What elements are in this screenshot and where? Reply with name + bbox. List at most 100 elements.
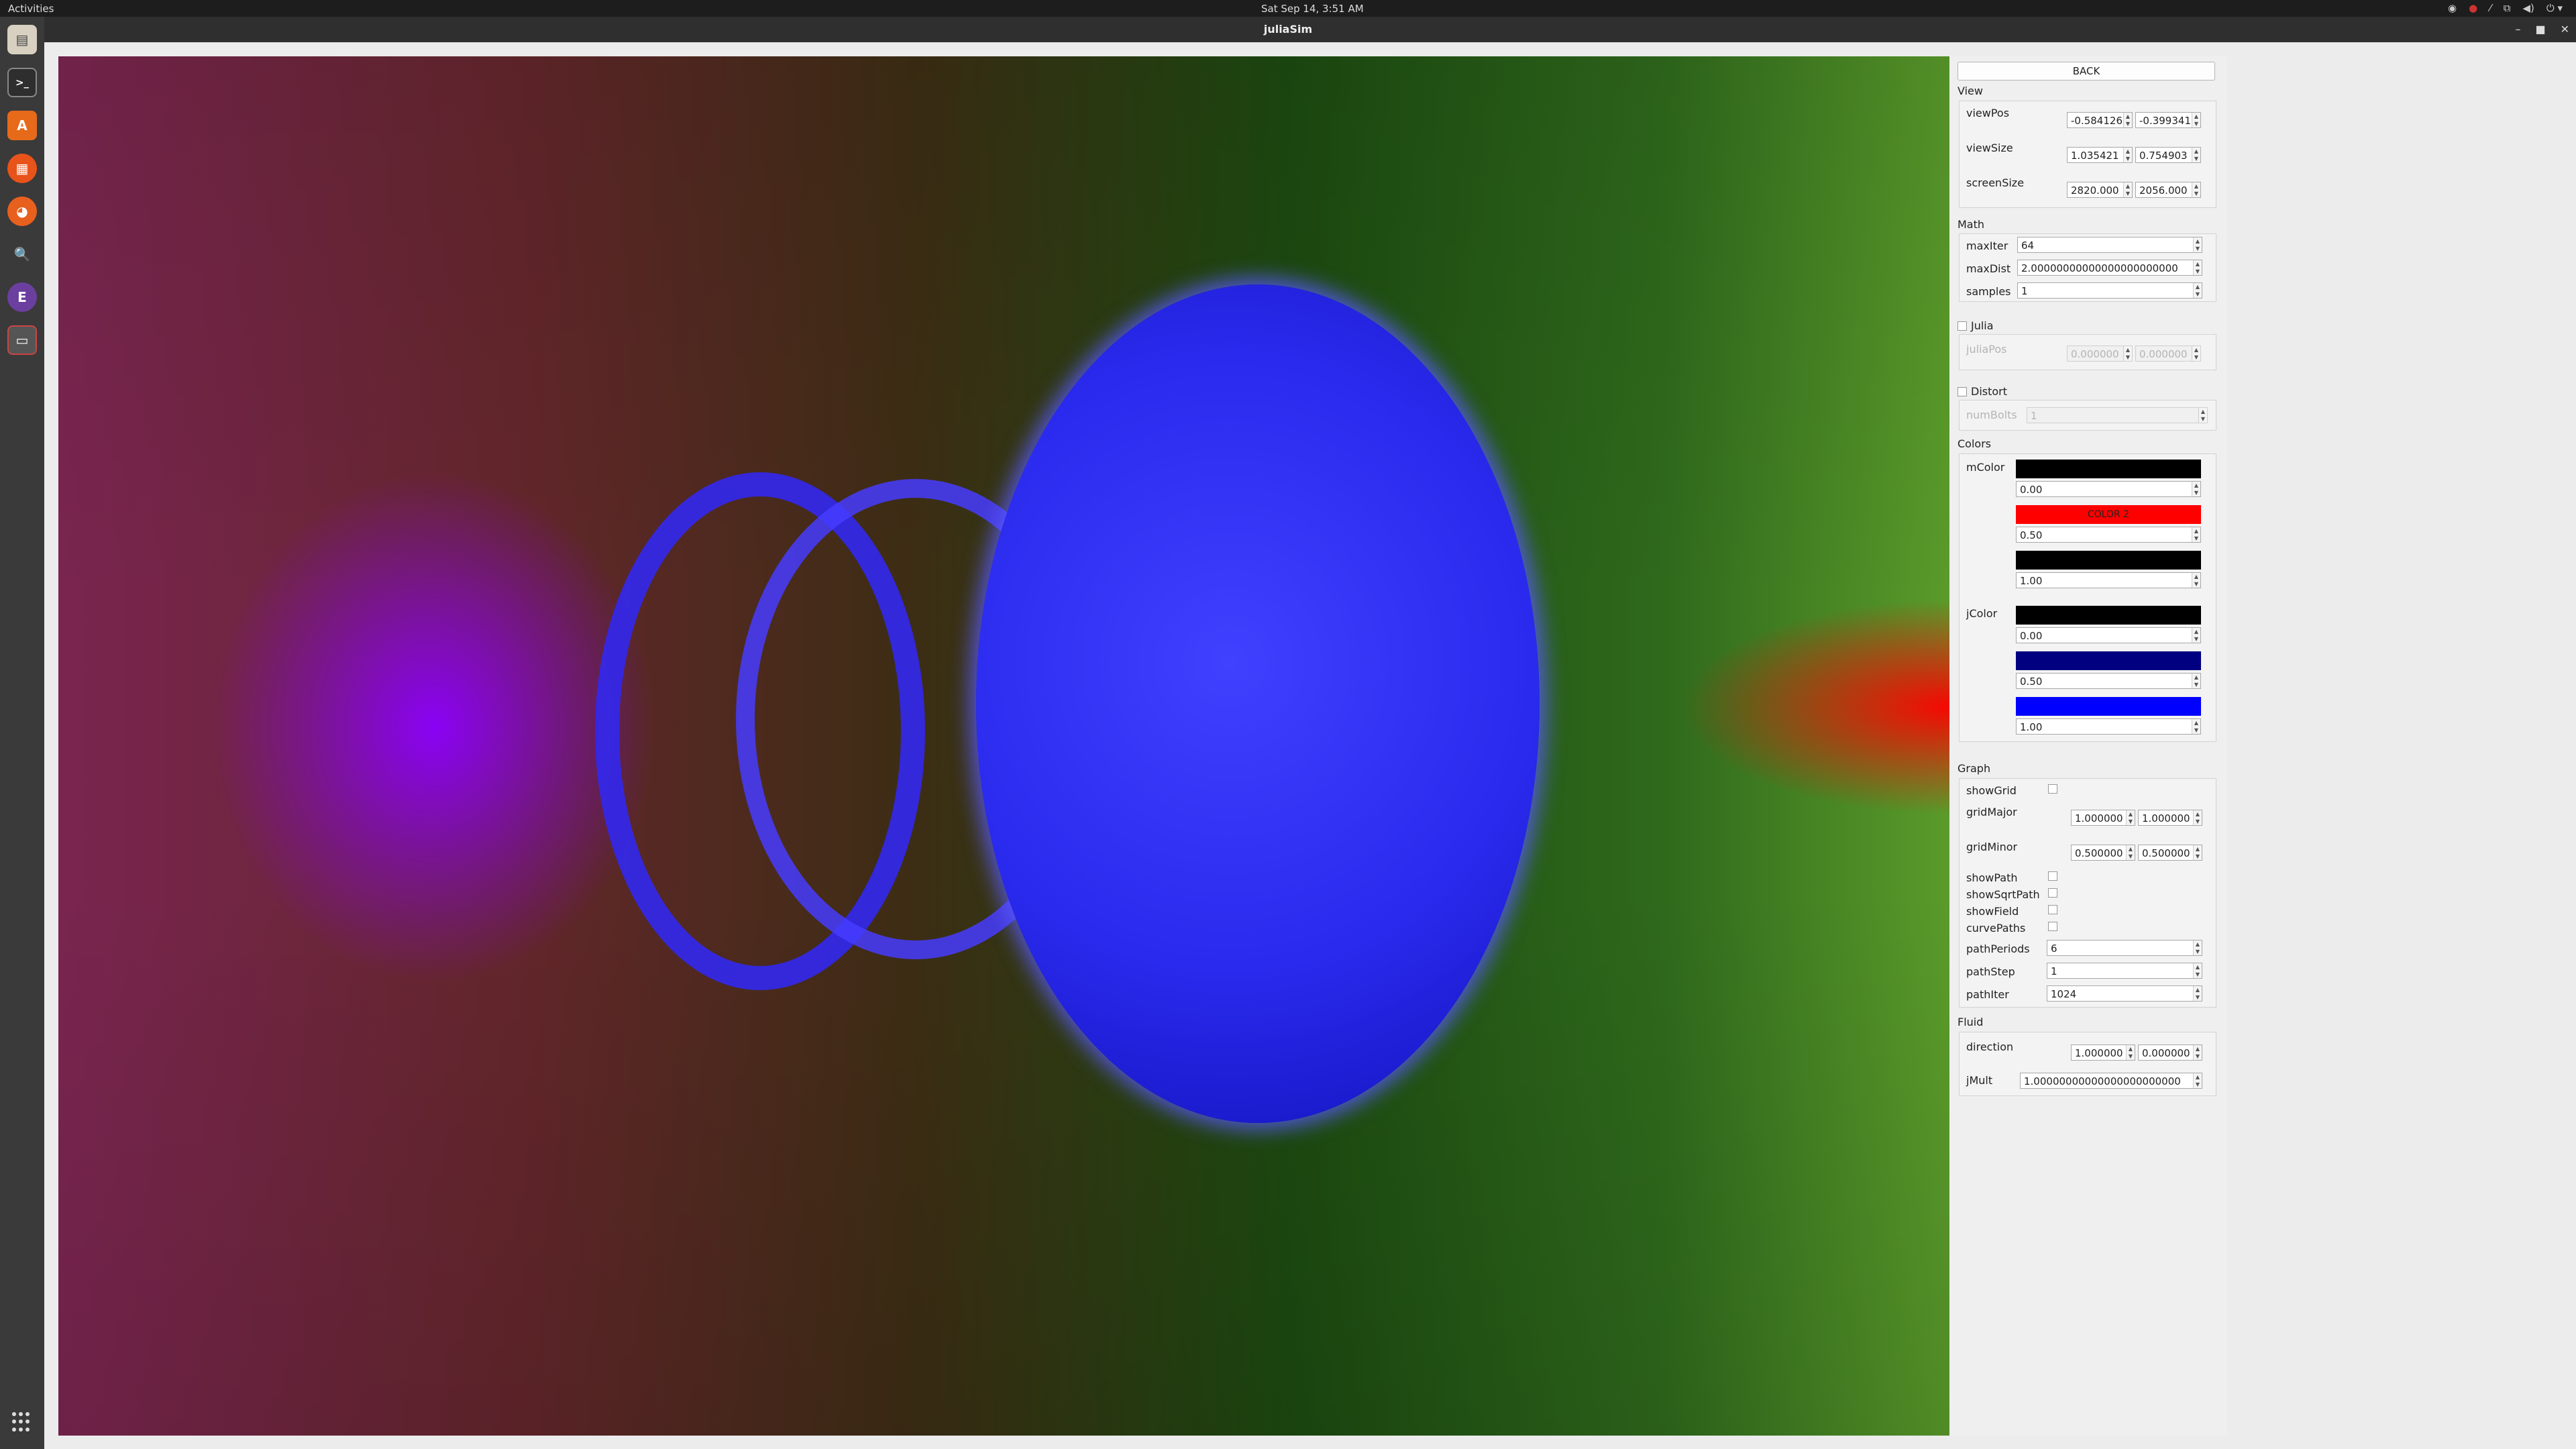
firefox-icon[interactable]: ◕ [7, 197, 37, 226]
back-button[interactable]: BACK [1957, 62, 2215, 80]
direction-label: direction [1966, 1040, 2014, 1053]
julia-checkbox[interactable] [1957, 321, 1967, 331]
samples-input[interactable]: 1 ▲ ▼ [2017, 282, 2202, 299]
viewsize-x-input[interactable]: 1.035421 ▲ ▼ [2067, 147, 2133, 163]
maxiter-label: maxIter [1966, 239, 2008, 252]
activities-button[interactable]: Activities [8, 3, 54, 15]
showgrid-checkbox[interactable] [2048, 784, 2057, 794]
close-icon[interactable]: ✕ [2560, 23, 2569, 36]
pathiter-input[interactable]: 1024 ▲ ▼ [2047, 985, 2202, 1002]
mcolor-label: mColor [1966, 461, 2005, 474]
samples-label: samples [1966, 285, 2011, 298]
simulation-canvas[interactable] [58, 56, 1950, 1436]
window-controls: – ■ ✕ [2515, 23, 2569, 36]
dock: ▤ >_ A ▦ ◕ 🔍 E ▭ [0, 17, 44, 1449]
showsqrtpath-label: showSqrtPath [1966, 888, 2040, 901]
screensize-y-input[interactable]: 2056.000 ▲ ▼ [2135, 182, 2201, 198]
showfield-label: showField [1966, 905, 2019, 918]
files-icon[interactable]: ▤ [7, 25, 37, 54]
search-icon[interactable]: 🔍 [7, 239, 37, 269]
colors-group: mColor 0.00 ▲ ▼ COLOR 2 0.50 ▲ ▼ 1.00 ▲ ▼ jCol… [1959, 453, 2216, 742]
jcolor-stop-2-swatch[interactable] [2016, 651, 2201, 670]
curvepaths-checkbox[interactable] [2048, 922, 2057, 931]
gridmajor-x-input[interactable]: 1.000000 ▲ ▼ [2071, 810, 2135, 826]
screensize-label: screenSize [1966, 176, 2025, 189]
jcolor-label: jColor [1966, 607, 1998, 620]
mcolor-stop-2-value[interactable]: 0.50 ▲ ▼ [2016, 527, 2201, 543]
gridminor-y-input[interactable]: 0.500000 ▲ ▼ [2138, 845, 2202, 861]
control-panel: BACK View viewPos -0.584126 ▲ ▼ -0.399341 ▲… [1949, 56, 2227, 1436]
viewpos-label: viewPos [1966, 107, 2010, 119]
jmult-label: jMult [1966, 1074, 1993, 1087]
mcolor-stop-3-swatch[interactable] [2016, 551, 2201, 570]
juliapos-y-input[interactable]: 0.000000 ▲ ▼ [2135, 345, 2201, 362]
maxdist-input[interactable]: 2.00000000000000000000000 ▲ ▼ [2017, 260, 2202, 276]
minimize-icon[interactable]: – [2515, 23, 2521, 36]
gridmajor-y-input[interactable]: 1.000000 ▲ ▼ [2138, 810, 2202, 826]
maxdist-label: maxDist [1966, 262, 2011, 275]
pathiter-label: pathIter [1966, 988, 2009, 1001]
maxiter-input[interactable]: 64 ▲ ▼ [2017, 237, 2202, 253]
julia-label: Julia [1971, 319, 1994, 332]
mcolor-stop-3-value[interactable]: 1.00 ▲ ▼ [2016, 572, 2201, 588]
julia-group: juliaPos 0.000000 ▲ ▼ 0.000000 ▲ ▼ [1959, 334, 2216, 370]
mcolor-stop-1-value[interactable]: 0.00 ▲ ▼ [2016, 481, 2201, 497]
juliapos-label: juliaPos [1966, 343, 2007, 356]
view-group: viewPos -0.584126 ▲ ▼ -0.399341 ▲ ▼ viewSize… [1959, 101, 2216, 208]
jmult-input[interactable]: 1.00000000000000000000000 ▲ ▼ [2020, 1073, 2202, 1089]
showpath-label: showPath [1966, 871, 2018, 884]
math-section-title: Math [1957, 218, 1985, 231]
alert-icon[interactable]: ● [2469, 2, 2478, 14]
direction-y-input[interactable]: 0.000000 ▲ ▼ [2138, 1044, 2202, 1061]
volume-icon[interactable]: ◀) [2522, 2, 2534, 14]
software-icon[interactable]: A [7, 111, 37, 140]
calendar-icon[interactable]: ▦ [7, 154, 37, 183]
mcolor-stop-2-swatch[interactable]: COLOR 2 [2016, 505, 2201, 524]
view-section-title: View [1957, 85, 1983, 97]
maximize-icon[interactable]: ■ [2535, 23, 2546, 36]
juliapos-x-input[interactable]: 0.000000 ▲ ▼ [2067, 345, 2133, 362]
jcolor-stop-1-swatch[interactable] [2016, 606, 2201, 625]
pathperiods-input[interactable]: 6 ▲ ▼ [2047, 940, 2202, 956]
graph-section-title: Graph [1957, 762, 1991, 775]
viewsize-y-input[interactable]: 0.754903 ▲ ▼ [2135, 147, 2201, 163]
system-top-bar: Activities Sat Sep 14, 3:51 AM ◉ ● ⁄ ⧉ ◀… [0, 0, 2576, 17]
system-tray[interactable]: ◉ ● ⁄ ⧉ ◀) ⏻ ▾ [2448, 2, 2563, 14]
jcolor-stop-1-value[interactable]: 0.00 ▲ ▼ [2016, 627, 2201, 643]
screensize-x-input[interactable]: 2820.000 ▲ ▼ [2067, 182, 2133, 198]
graph-group: showGrid gridMajor 1.000000 ▲ ▼ 1.000000 ▲ ▼… [1959, 778, 2216, 1008]
jcolor-stop-3-value[interactable]: 1.00 ▲ ▼ [2016, 718, 2201, 735]
mic-muted-icon[interactable]: ⁄ [2489, 2, 2491, 14]
emacs-icon[interactable]: E [7, 282, 37, 312]
mcolor-stop-1-swatch[interactable] [2016, 460, 2201, 478]
pathstep-label: pathStep [1966, 965, 2015, 978]
power-icon[interactable]: ⏻ ▾ [2546, 2, 2563, 14]
colors-section-title: Colors [1957, 437, 1992, 450]
distort-checkbox[interactable] [1957, 387, 1967, 396]
distort-group: numBolts 1 ▲ ▼ [1959, 400, 2216, 431]
steam-icon[interactable]: ◉ [2448, 2, 2457, 14]
viewpos-x-input[interactable]: -0.584126 ▲ ▼ [2067, 112, 2133, 128]
juliasim-icon[interactable]: ▭ [7, 325, 37, 355]
gridminor-label: gridMinor [1966, 841, 2018, 853]
numbolts-input[interactable]: 1 ▲ ▼ [2027, 407, 2208, 423]
showsqrtpath-checkbox[interactable] [2048, 888, 2057, 898]
show-applications-icon[interactable] [12, 1412, 32, 1432]
showpath-checkbox[interactable] [2048, 871, 2057, 881]
curvepaths-label: curvePaths [1966, 922, 2026, 934]
viewsize-label: viewSize [1966, 142, 2013, 154]
fluid-group: direction 1.000000 ▲ ▼ 0.000000 ▲ ▼ jMult 1.… [1959, 1032, 2216, 1096]
terminal-icon[interactable]: >_ [7, 68, 37, 97]
window-title-bar: juliaSim – ■ ✕ [0, 17, 2576, 42]
clock[interactable]: Sat Sep 14, 3:51 AM [1261, 3, 1364, 15]
gridminor-x-input[interactable]: 0.500000 ▲ ▼ [2071, 845, 2135, 861]
math-group: maxIter 64 ▲ ▼ maxDist 2.00000000000000000… [1959, 233, 2216, 302]
showfield-checkbox[interactable] [2048, 905, 2057, 914]
jcolor-stop-2-value[interactable]: 0.50 ▲ ▼ [2016, 673, 2201, 689]
viewpos-y-input[interactable]: -0.399341 ▲ ▼ [2135, 112, 2201, 128]
jcolor-stop-3-swatch[interactable] [2016, 697, 2201, 716]
pathstep-input[interactable]: 1 ▲ ▼ [2047, 963, 2202, 979]
direction-x-input[interactable]: 1.000000 ▲ ▼ [2071, 1044, 2135, 1061]
network-icon[interactable]: ⧉ [2503, 2, 2511, 14]
window-title: juliaSim [1263, 23, 1313, 36]
